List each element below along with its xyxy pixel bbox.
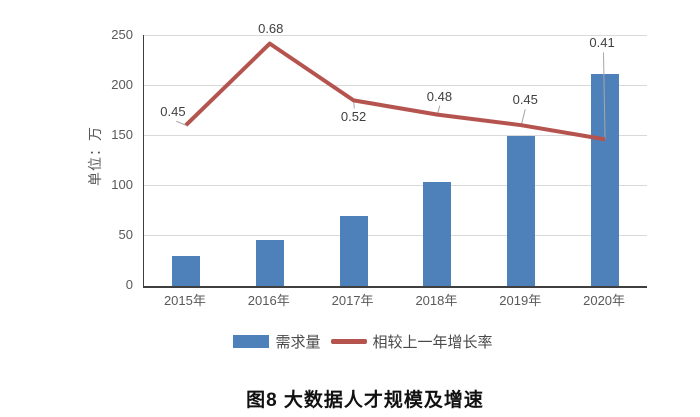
data-label: 0.41 — [589, 35, 615, 51]
data-label: 0.52 — [340, 109, 367, 125]
bar — [339, 216, 368, 286]
line-series — [176, 41, 606, 142]
y-tick-label: 200 — [111, 77, 133, 92]
data-label: 0.48 — [426, 88, 453, 104]
figure-caption: 图8 大数据人才规模及增速 — [246, 390, 484, 411]
bar — [591, 74, 620, 286]
legend-line-swatch — [330, 339, 367, 344]
x-tick-label: 2020年 — [583, 293, 626, 308]
bar — [507, 136, 536, 286]
x-tick-label: 2019年 — [499, 293, 542, 308]
legend-bar-swatch — [233, 335, 270, 348]
y-tick-label: 150 — [111, 127, 133, 142]
bar — [423, 182, 452, 286]
legend: 需求量 相较上一年增长率 — [0, 331, 700, 352]
plot-area — [143, 35, 647, 288]
legend-label: 需求量 — [275, 334, 321, 351]
bar — [171, 256, 200, 286]
label-leader-line — [520, 109, 526, 126]
x-tick-label: 2018年 — [415, 293, 458, 308]
x-tick-label: 2017年 — [331, 293, 374, 308]
gridline — [144, 235, 647, 236]
data-label: 0.45 — [512, 92, 538, 108]
gridline — [144, 35, 647, 36]
label-leader-line — [602, 52, 606, 140]
x-tick-label: 2015年 — [163, 293, 206, 308]
gridline — [144, 185, 647, 186]
growth-rate-line — [184, 41, 606, 142]
data-label: 0.68 — [258, 20, 284, 36]
y-tick-label: 50 — [118, 227, 133, 242]
label-leader-line — [176, 120, 187, 126]
y-tick-label: 0 — [125, 277, 133, 292]
bar — [255, 240, 284, 286]
y-tick-label: 250 — [111, 27, 133, 42]
legend-item: 需求量 — [233, 331, 321, 352]
x-tick-label: 2016年 — [247, 293, 290, 308]
gridline — [144, 85, 647, 86]
legend-item: 相较上一年增长率 — [330, 331, 493, 352]
gridline — [144, 135, 647, 136]
data-label: 0.45 — [160, 104, 186, 120]
legend-label: 相较上一年增长率 — [372, 334, 493, 351]
y-tick-label: 100 — [111, 177, 133, 192]
